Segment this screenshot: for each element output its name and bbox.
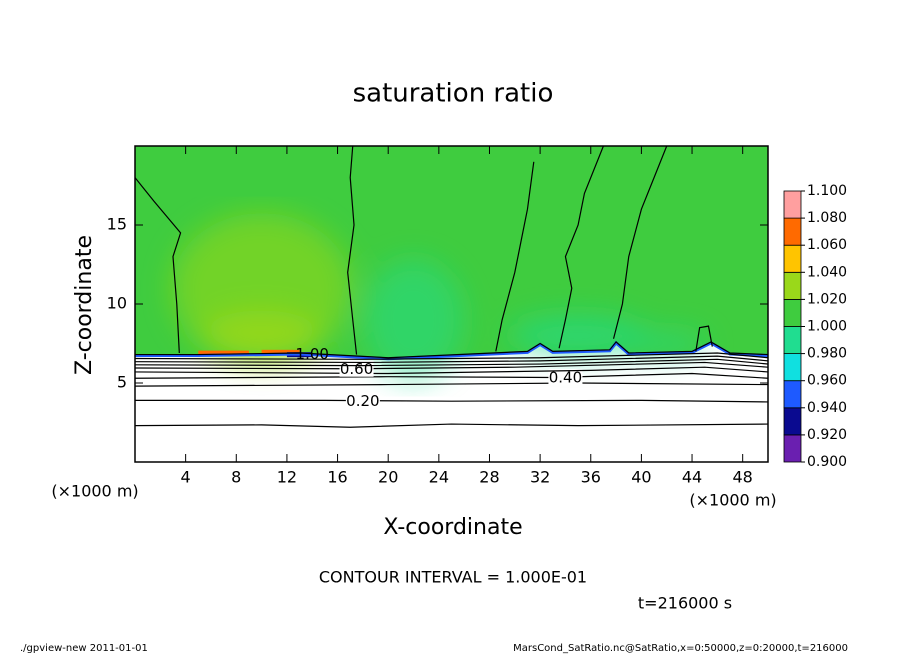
y-tick-label: 15 <box>107 215 127 234</box>
colorbar-label: 1.100 <box>807 183 847 199</box>
colorbar-label: 0.980 <box>807 346 847 362</box>
colorbar-label: 1.060 <box>807 237 847 253</box>
contour-label: 0.40 <box>549 369 582 387</box>
x-tick-label: 28 <box>479 468 499 487</box>
x-axis-label: X-coordinate <box>383 515 522 540</box>
contour-label: 0.20 <box>346 392 379 410</box>
chart-title: saturation ratio <box>353 79 554 109</box>
colorbar-label: 1.080 <box>807 210 847 226</box>
contour-line <box>612 146 668 339</box>
x-tick-label: 44 <box>682 468 702 487</box>
contour-label-bg <box>339 360 374 377</box>
x-tick-label: 40 <box>631 468 651 487</box>
colorbar-cell <box>783 271 802 300</box>
contour-label-bg <box>345 392 380 409</box>
colorbar-cell <box>783 244 802 273</box>
contour-line <box>495 161 535 352</box>
contour-label-bg <box>548 369 583 386</box>
field-patch <box>198 350 249 355</box>
y-axis-label: Z-coordinate <box>72 235 97 375</box>
colorbar-label: 1.040 <box>807 264 847 280</box>
contour-line <box>135 382 768 387</box>
contour-line <box>135 361 768 370</box>
colorbar-cell <box>783 326 802 355</box>
contour-line <box>135 341 768 359</box>
contour-line <box>695 325 713 352</box>
colorbar-cell <box>783 407 802 436</box>
contour-line <box>135 366 768 375</box>
x-tick-label: 8 <box>231 468 241 487</box>
contour-line <box>135 358 768 367</box>
field <box>135 146 768 380</box>
colorbar-cell <box>783 353 802 382</box>
contour-line <box>558 146 604 349</box>
time-label: t=216000 s <box>638 594 732 613</box>
x-tick-label: 12 <box>277 468 297 487</box>
x-tick-label: 4 <box>181 468 191 487</box>
colorbar-cell <box>783 217 802 246</box>
footer-left: ./gpview-new 2011-01-01 <box>20 643 148 654</box>
field-patch <box>201 310 322 361</box>
x-unit-label: (×1000 m) <box>689 491 776 510</box>
contour-line <box>135 423 768 428</box>
colorbar-cell <box>783 298 802 327</box>
colorbar-cell <box>783 434 802 463</box>
colorbar-cell <box>783 380 802 409</box>
colorbar-label: 0.960 <box>807 373 847 389</box>
field-patch <box>261 349 300 354</box>
x-tick-label: 24 <box>429 468 449 487</box>
x-tick-label: 20 <box>378 468 398 487</box>
colorbar-label: 1.020 <box>807 291 847 307</box>
colorbar-label: 0.940 <box>807 400 847 416</box>
y-tick-label: 10 <box>107 294 127 313</box>
field-patch <box>508 315 649 356</box>
contour-line <box>135 177 182 354</box>
field-patch <box>363 259 464 380</box>
x-tick-label: 48 <box>733 468 753 487</box>
contour-line <box>135 352 768 360</box>
footer-right: MarsCond_SatRatio.nc@SatRatio,x=0:50000,… <box>513 643 848 654</box>
colorbar-cell <box>783 190 802 219</box>
x-tick-label: 16 <box>327 468 347 487</box>
contour-line <box>135 355 768 364</box>
x-tick-label: 32 <box>530 468 550 487</box>
axes: 4 8 12 16 20 24 28 32 36 40 44 48510150.9000.9200.9… <box>107 145 847 487</box>
contour-interval: CONTOUR INTERVAL = 1.000E-01 <box>319 568 587 587</box>
colorbar-label: 0.920 <box>807 427 847 443</box>
contour-line <box>347 146 358 355</box>
x-tick-label: 36 <box>581 468 601 487</box>
x-unit-label: (×1000 m) <box>51 482 138 501</box>
y-tick-label: 5 <box>117 373 127 392</box>
contours: 0.20 0.40 0.60 1.00 <box>135 146 768 428</box>
colorbar-label: 1.000 <box>807 319 847 335</box>
colorbar-label: 0.900 <box>807 454 847 470</box>
contour-line <box>135 399 768 403</box>
contour-label: 0.60 <box>340 360 373 378</box>
field-edge <box>135 340 768 361</box>
contour-label: 1.00 <box>296 345 329 363</box>
field-patch <box>626 331 707 356</box>
